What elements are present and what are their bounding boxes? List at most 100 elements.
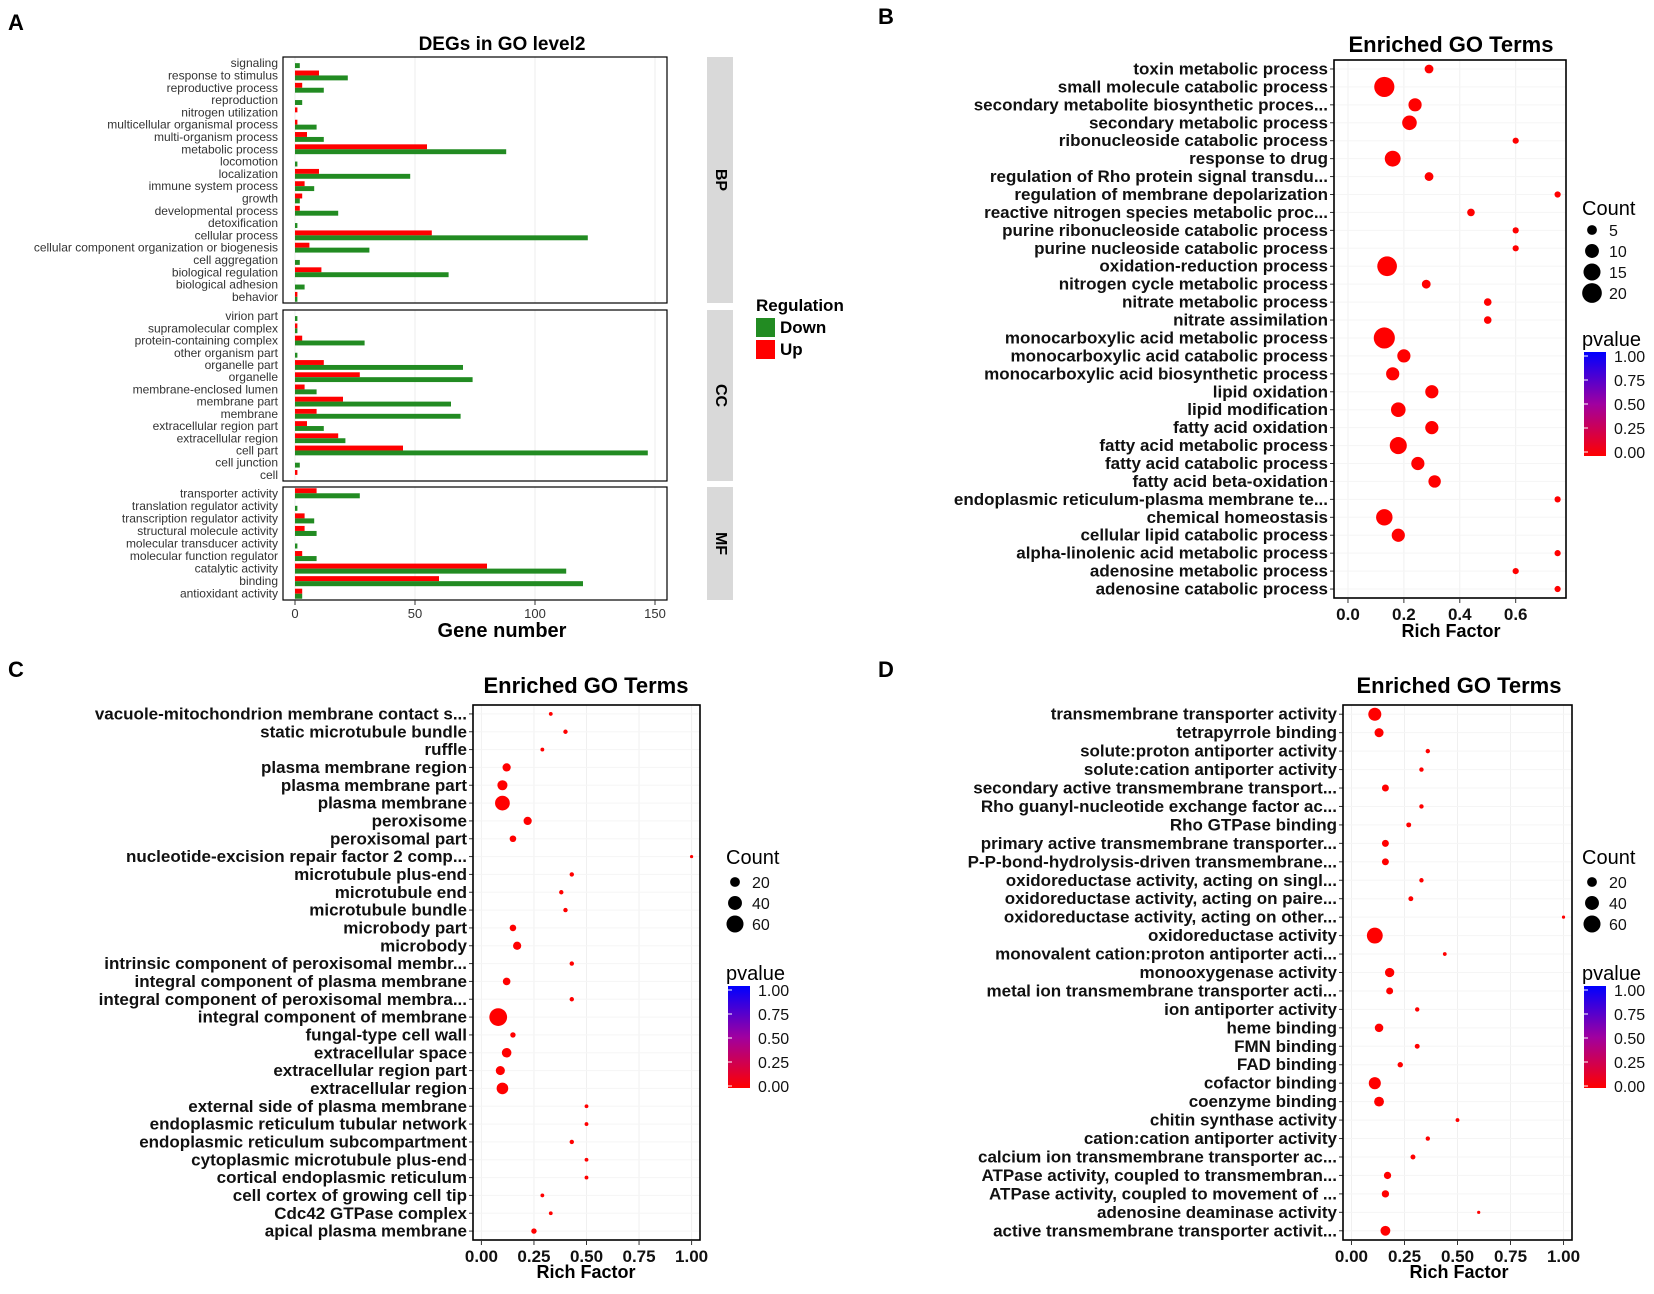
point-regulation-of-membrane-depolarization bbox=[1554, 191, 1561, 198]
colorbar-tick-label: 0.00 bbox=[1614, 1079, 1645, 1096]
row-label-signaling: signaling bbox=[231, 56, 278, 70]
bar-up-antioxidant-activity bbox=[295, 588, 303, 594]
point-static-microtubule-bundle bbox=[563, 729, 568, 734]
term-label-coenzyme-binding: coenzyme binding bbox=[1189, 1092, 1337, 1111]
row-label-localization: localization bbox=[219, 167, 278, 181]
bar-down-extracellular-region bbox=[295, 438, 346, 444]
row-label-response-to-stimulus: response to stimulus bbox=[168, 68, 278, 82]
panel-a-x-axis: 0 50 100 150 bbox=[291, 600, 666, 621]
term-label-microtubule-bundle: microtubule bundle bbox=[309, 901, 467, 920]
row-label-cell-junction: cell junction bbox=[215, 456, 278, 470]
point-integral-component-of-peroxisomal-membra bbox=[569, 997, 574, 1002]
bar-down-membrane-enclosed-lumen bbox=[295, 389, 317, 395]
panel-d-legends: Count pvalue 20 40 60 1.00 0.75 0.50 0.25 0.00 bbox=[1582, 847, 1645, 1096]
term-label-fatty-acid-oxidation: fatty acid oxidation bbox=[1173, 418, 1328, 437]
point-plasma-membrane bbox=[495, 795, 510, 811]
bar-up-molecular-function-regulator bbox=[295, 551, 303, 557]
panel-b-pvalue-colorbar bbox=[1584, 352, 1606, 456]
row-label-catalytic-activity: catalytic activity bbox=[195, 562, 278, 576]
bar-up-response-to-stimulus bbox=[295, 70, 319, 76]
bar-down-cell-part bbox=[295, 450, 648, 456]
bar-up-catalytic-activity bbox=[295, 563, 487, 569]
term-label-peroxisomal-part: peroxisomal part bbox=[330, 829, 467, 848]
row-label-membrane-part: membrane part bbox=[197, 395, 279, 409]
bar-down-molecular-function-regulator bbox=[295, 556, 317, 562]
panel-d-count-title: Count bbox=[1582, 847, 1636, 869]
point-endoplasmic-reticulum-tubular-network bbox=[584, 1122, 589, 1126]
term-label-tetrapyrrole-binding: tetrapyrrole binding bbox=[1176, 723, 1337, 742]
row-label-biological-regulation: biological regulation bbox=[172, 265, 278, 279]
row-label-biological-adhesion: biological adhesion bbox=[176, 278, 278, 292]
point-fmn-binding bbox=[1414, 1043, 1420, 1049]
term-label-response-to-drug: response to drug bbox=[1189, 149, 1328, 168]
panel-b-title: Enriched GO Terms bbox=[1349, 32, 1554, 57]
term-label-ion-antiporter-activity: ion antiporter activity bbox=[1164, 1000, 1337, 1019]
bar-down-detoxification bbox=[295, 223, 298, 228]
point-microbody bbox=[513, 941, 522, 950]
row-label-cellular-component-organization-or-biogenesis: cellular component organization or bioge… bbox=[34, 241, 278, 255]
bar-up-reproductive-process bbox=[295, 82, 303, 88]
bar-down-membrane bbox=[295, 413, 461, 419]
row-label-reproduction: reproduction bbox=[211, 93, 278, 107]
colorbar-tick-label: 1.00 bbox=[1614, 349, 1645, 366]
x-tick-label: 50 bbox=[408, 606, 422, 621]
term-label-purine-nucleoside-catabolic-process: purine nucleoside catabolic process bbox=[1034, 239, 1328, 258]
row-label-molecular-transducer-activity: molecular transducer activity bbox=[126, 537, 278, 551]
colorbar-tick-label: 0.25 bbox=[758, 1055, 789, 1072]
point-lipid-modification bbox=[1390, 402, 1406, 417]
panel-c-pvalue-colorbar bbox=[728, 986, 750, 1088]
term-label-intrinsic-component-of-peroxisomal-membr: intrinsic component of peroxisomal membr… bbox=[104, 954, 467, 973]
point-oxidoreductase-activity-acting-on-paire bbox=[1408, 896, 1414, 902]
point-oxidation-reduction-process bbox=[1377, 256, 1397, 277]
colorbar-tick-label: 0.50 bbox=[758, 1031, 789, 1048]
term-label-cell-cortex-of-growing-cell-tip: cell cortex of growing cell tip bbox=[233, 1186, 467, 1205]
size-legend-label: 20 bbox=[1609, 875, 1627, 892]
term-label-endoplasmic-reticulum-tubular-network: endoplasmic reticulum tubular network bbox=[150, 1115, 468, 1134]
panel-b-pvalue-title: pvalue bbox=[1582, 329, 1641, 351]
point-chemical-homeostasis bbox=[1376, 509, 1393, 526]
panel-c-plot: vacuole-mitochondrion membrane contact s… bbox=[95, 704, 708, 1266]
panel-a-xlabel: Gene number bbox=[438, 620, 567, 642]
term-label-microtubule-end: microtubule end bbox=[335, 883, 467, 902]
point-microtubule-bundle bbox=[563, 907, 568, 913]
bar-down-organelle bbox=[295, 377, 473, 383]
point-ion-antiporter-activity bbox=[1415, 1007, 1420, 1012]
bar-up-metabolic-process bbox=[295, 144, 427, 150]
facet-strip-bp bbox=[707, 57, 733, 303]
row-label-reproductive-process: reproductive process bbox=[167, 81, 278, 95]
row-label-multicellular-organismal-process: multicellular organismal process bbox=[107, 118, 278, 132]
term-label-solute-proton-antiporter-activity: solute:proton antiporter activity bbox=[1080, 742, 1337, 761]
panel-d-xlabel: Rich Factor bbox=[1409, 1262, 1508, 1282]
x-tick-label: 0.25 bbox=[517, 1247, 550, 1266]
term-label-cofactor-binding: cofactor binding bbox=[1204, 1074, 1337, 1093]
term-label-static-microtubule-bundle: static microtubule bundle bbox=[260, 722, 467, 741]
row-label-transporter-activity: transporter activity bbox=[180, 486, 278, 500]
facet-label-bp: BP bbox=[712, 169, 729, 192]
term-label-extracellular-region-part: extracellular region part bbox=[273, 1061, 467, 1080]
legend-swatch-down bbox=[756, 318, 775, 337]
point-ruffle bbox=[540, 747, 545, 752]
term-label-fatty-acid-beta-oxidation: fatty acid beta-oxidation bbox=[1132, 472, 1328, 491]
row-label-cell-aggregation: cell aggregation bbox=[193, 253, 278, 267]
bar-down-other-organism-part bbox=[295, 352, 298, 358]
x-tick-label: 0.50 bbox=[570, 1247, 603, 1266]
facet-label-cc: CC bbox=[712, 384, 729, 408]
panel-c-dot-plot: Enriched GO Terms vacuole-mitochondrion … bbox=[95, 673, 789, 1282]
point-atpase-activity-coupled-to-transmembran bbox=[1383, 1171, 1392, 1180]
term-label-oxidoreductase-activity: oxidoreductase activity bbox=[1148, 926, 1338, 945]
x-tick-label: 1.00 bbox=[675, 1247, 708, 1266]
facet-strip-cc bbox=[707, 310, 733, 481]
term-label-active-transmembrane-transporter-activit: active transmembrane transporter activit… bbox=[993, 1221, 1337, 1240]
point-extracellular-region bbox=[496, 1082, 509, 1095]
bar-up-transcription-regulator-activity bbox=[295, 513, 305, 519]
point-secondary-metabolic-process bbox=[1402, 115, 1417, 131]
size-legend-label: 40 bbox=[752, 896, 770, 913]
point-response-to-drug bbox=[1384, 150, 1401, 167]
row-label-membrane: membrane bbox=[221, 407, 279, 421]
bar-down-organelle-part bbox=[295, 364, 463, 370]
term-label-nitrate-assimilation: nitrate assimilation bbox=[1173, 311, 1328, 330]
bar-down-reproductive-process bbox=[295, 87, 324, 93]
facet-frame-mf bbox=[282, 486, 668, 601]
bar-up-organelle-part bbox=[295, 360, 324, 365]
